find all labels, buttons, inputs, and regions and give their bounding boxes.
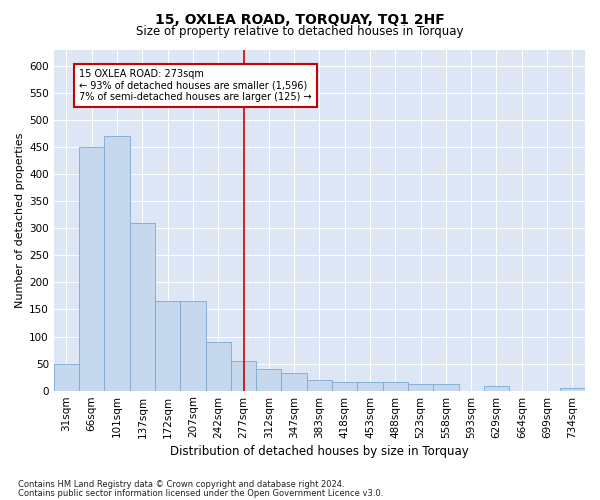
Bar — [484, 386, 509, 390]
X-axis label: Distribution of detached houses by size in Torquay: Distribution of detached houses by size … — [170, 444, 469, 458]
Bar — [281, 372, 307, 390]
Bar — [104, 136, 130, 390]
Bar — [256, 369, 281, 390]
Bar — [79, 148, 104, 390]
Bar — [408, 384, 433, 390]
Bar — [206, 342, 231, 390]
Bar — [130, 223, 155, 390]
Text: Size of property relative to detached houses in Torquay: Size of property relative to detached ho… — [136, 25, 464, 38]
Bar — [560, 388, 585, 390]
Bar — [433, 384, 458, 390]
Y-axis label: Number of detached properties: Number of detached properties — [15, 132, 25, 308]
Bar — [54, 364, 79, 390]
Bar — [231, 361, 256, 390]
Text: Contains HM Land Registry data © Crown copyright and database right 2024.: Contains HM Land Registry data © Crown c… — [18, 480, 344, 489]
Bar — [332, 382, 358, 390]
Bar — [383, 382, 408, 390]
Bar — [180, 302, 206, 390]
Bar — [155, 302, 180, 390]
Bar — [358, 382, 383, 390]
Text: Contains public sector information licensed under the Open Government Licence v3: Contains public sector information licen… — [18, 488, 383, 498]
Text: 15, OXLEA ROAD, TORQUAY, TQ1 2HF: 15, OXLEA ROAD, TORQUAY, TQ1 2HF — [155, 12, 445, 26]
Text: 15 OXLEA ROAD: 273sqm
← 93% of detached houses are smaller (1,596)
7% of semi-de: 15 OXLEA ROAD: 273sqm ← 93% of detached … — [79, 69, 311, 102]
Bar — [307, 380, 332, 390]
